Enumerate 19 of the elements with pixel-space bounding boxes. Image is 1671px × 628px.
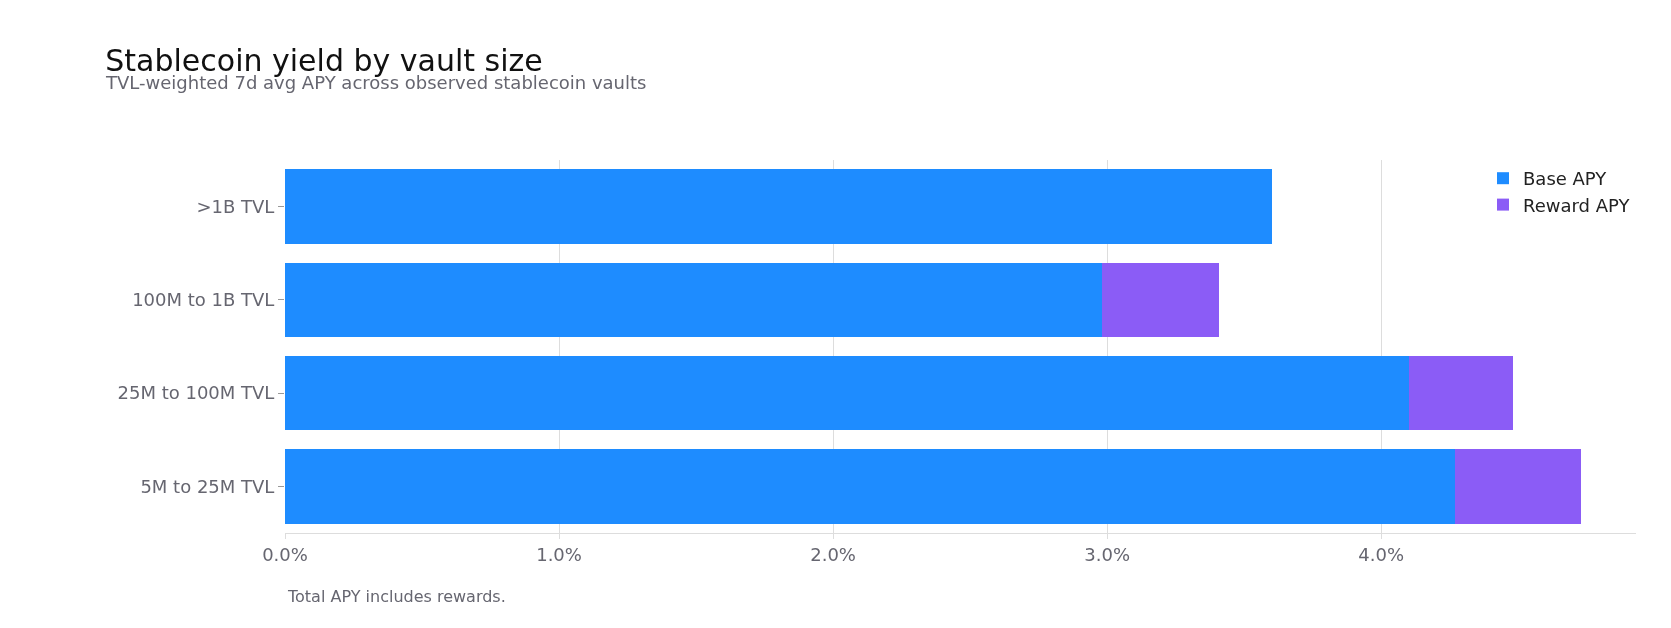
x-tick-label: 0.0%: [262, 543, 308, 565]
x-tick-label: 3.0%: [1084, 543, 1130, 565]
bar: [1101, 262, 1220, 338]
bar: [285, 262, 1102, 338]
legend-label: Reward APY: [1523, 194, 1631, 216]
x-tick-label: 2.0%: [810, 543, 856, 565]
x-tick-label: 4.0%: [1358, 543, 1405, 565]
y-tick-label: 5M to 25M TVL: [140, 475, 275, 497]
bar: [1455, 449, 1582, 524]
bar: [285, 449, 1456, 524]
bar: [1408, 355, 1513, 431]
text: Total APY includes rewards.: [287, 587, 506, 606]
legend-label: Base APY: [1523, 168, 1608, 190]
bar: [285, 169, 1272, 244]
y-tick-label: >1B TVL: [196, 195, 275, 217]
x-tick-label: 1.0%: [536, 543, 582, 565]
y-tick-label: 25M to 100M TVL: [117, 382, 275, 404]
y-tick-label: 100M to 1B TVL: [132, 289, 275, 311]
bar: [285, 355, 1409, 431]
